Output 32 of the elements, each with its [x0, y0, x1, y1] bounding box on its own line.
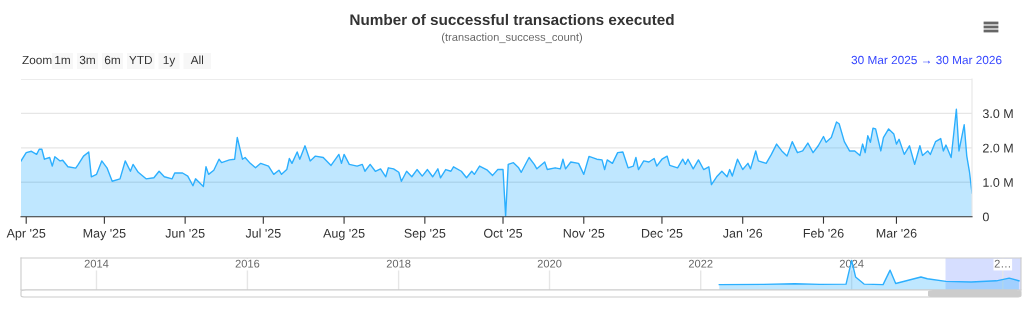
text: 1y [163, 55, 176, 67]
text: 6m [104, 55, 120, 65]
x-tick-label: 2018 [386, 259, 411, 268]
text: All [190, 55, 204, 65]
text: 1m [55, 55, 70, 65]
x-tick-label: Sep '25 [404, 228, 446, 241]
text: Zoom [22, 55, 52, 65]
x-tick-label: Jan '26 [722, 228, 763, 238]
text: YTD [129, 55, 152, 65]
chart-subtitle: (transaction_success_count) [441, 32, 583, 44]
x-tick-label: Aug '25 [323, 228, 365, 241]
y-tick-label: 1.0 M [983, 178, 1013, 187]
text: 3m [79, 55, 95, 65]
x-tick-label: 2022 [688, 259, 713, 268]
text: 30 Mar 2025 → 30 Mar 2026 [851, 55, 1002, 65]
x-tick-label: Dec '25 [641, 228, 683, 238]
x-tick-label: Feb '26 [803, 228, 844, 238]
x-tick-label: May '25 [83, 228, 126, 241]
chart-title: Number of successful transactions executed [350, 13, 674, 26]
x-tick-label: 2014 [84, 259, 109, 268]
x-tick-label: Oct '25 [484, 228, 523, 238]
x-tick-label: Nov '25 [563, 228, 605, 238]
x-tick-label: Apr '25 [6, 228, 46, 241]
x-tick-label: Jul '25 [245, 228, 281, 238]
x-tick-label: Mar '26 [876, 228, 917, 238]
x-tick-label: 2020 [537, 259, 562, 268]
y-tick-label: 3.0 M [982, 109, 1013, 119]
y-tick-label: 2.0 M [983, 143, 1013, 153]
x-tick-label: 2016 [235, 259, 260, 268]
y-tick-label: 0 [982, 212, 989, 222]
x-tick-label: 2… [994, 259, 1010, 268]
x-tick-label: Jun '25 [165, 228, 205, 238]
